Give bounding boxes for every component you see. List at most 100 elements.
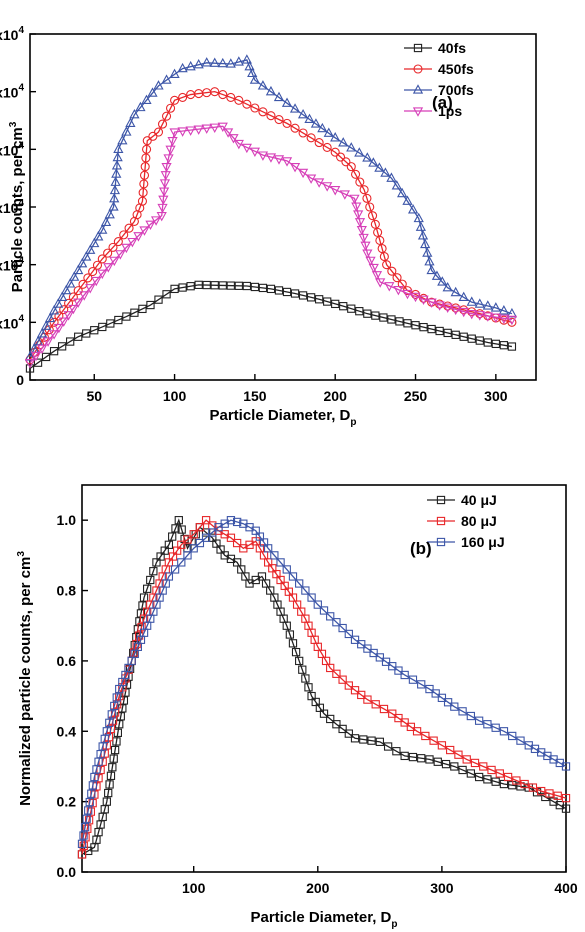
data-point xyxy=(249,147,261,158)
x-tick-label: 200 xyxy=(324,388,348,404)
data-point xyxy=(189,544,198,553)
data-point xyxy=(265,85,277,96)
data-point xyxy=(344,729,353,738)
data-point xyxy=(111,168,122,178)
data-point xyxy=(109,256,120,267)
legend-marker xyxy=(413,43,423,53)
data-point xyxy=(298,128,308,138)
data-point xyxy=(282,287,292,297)
data-point xyxy=(133,232,144,242)
data-point xyxy=(561,793,571,803)
data-point xyxy=(487,765,496,775)
data-point xyxy=(92,260,103,270)
data-point xyxy=(119,230,129,240)
data-point xyxy=(382,260,392,270)
data-point xyxy=(141,153,151,163)
data-point xyxy=(81,251,92,261)
data-point xyxy=(129,108,140,119)
data-point xyxy=(326,714,335,724)
data-point xyxy=(503,772,513,782)
data-point xyxy=(507,317,517,327)
data-point xyxy=(109,193,120,203)
data-point xyxy=(161,74,172,84)
data-point xyxy=(368,157,379,167)
data-point xyxy=(157,203,168,214)
data-point xyxy=(375,653,384,662)
data-point xyxy=(142,136,152,146)
data-point xyxy=(482,300,493,310)
y-tick-label: 0.2 xyxy=(57,794,77,810)
data-point xyxy=(379,313,388,322)
data-point xyxy=(322,142,332,152)
data-point xyxy=(273,155,285,165)
data-point xyxy=(507,342,517,351)
data-point xyxy=(413,212,424,223)
data-point xyxy=(226,92,236,102)
data-point xyxy=(241,54,252,64)
data-point xyxy=(437,276,448,286)
data-point xyxy=(36,328,48,338)
data-point xyxy=(170,565,180,574)
data-point xyxy=(114,315,123,325)
data-point xyxy=(367,736,376,745)
data-point xyxy=(314,295,324,304)
data-point xyxy=(418,295,429,306)
data-point xyxy=(349,194,360,205)
data-point xyxy=(470,758,480,768)
data-point xyxy=(368,211,378,221)
y-axis-label: Normalized particle counts, per cm3 xyxy=(16,551,34,806)
data-point xyxy=(185,126,196,136)
data-point xyxy=(90,326,99,335)
data-point xyxy=(102,727,111,736)
data-point xyxy=(167,137,178,147)
data-point xyxy=(64,298,74,308)
data-point xyxy=(282,621,291,630)
data-point xyxy=(474,298,485,308)
data-point xyxy=(115,250,126,260)
data-point xyxy=(58,317,69,327)
data-point xyxy=(482,312,493,322)
data-point xyxy=(332,669,341,678)
data-point xyxy=(121,126,132,136)
panel-label: (b) xyxy=(410,539,432,558)
data-point xyxy=(499,315,509,325)
data-point xyxy=(88,781,98,790)
data-point xyxy=(218,90,228,100)
data-point xyxy=(169,68,180,79)
data-point xyxy=(537,786,546,796)
data-point xyxy=(270,551,279,560)
data-point xyxy=(434,301,445,311)
data-point xyxy=(437,693,447,702)
data-point xyxy=(169,128,180,138)
legend-label: 80 μJ xyxy=(461,513,497,529)
data-point xyxy=(177,558,186,567)
data-point xyxy=(474,311,485,321)
data-point xyxy=(431,689,440,698)
data-point xyxy=(113,143,124,153)
data-point xyxy=(387,315,396,324)
data-point xyxy=(113,237,123,247)
data-point xyxy=(127,237,138,248)
data-point xyxy=(323,297,332,306)
data-point xyxy=(112,693,121,702)
data-point xyxy=(98,322,107,332)
data-point xyxy=(411,321,420,330)
data-point xyxy=(459,332,468,341)
data-point xyxy=(499,341,509,350)
data-point xyxy=(193,125,204,135)
data-point xyxy=(344,681,353,690)
data-point xyxy=(358,233,369,244)
data-point xyxy=(363,695,372,704)
data-point xyxy=(374,162,385,172)
y-tick-label: 1.0 xyxy=(57,512,77,528)
data-point xyxy=(310,118,322,128)
data-point xyxy=(388,709,397,718)
data-point xyxy=(305,174,317,184)
data-point xyxy=(274,114,284,125)
data-point xyxy=(344,629,353,639)
data-point xyxy=(458,765,467,775)
data-point xyxy=(53,323,65,334)
data-point xyxy=(359,735,368,744)
data-point xyxy=(73,264,84,275)
data-point xyxy=(73,298,84,308)
